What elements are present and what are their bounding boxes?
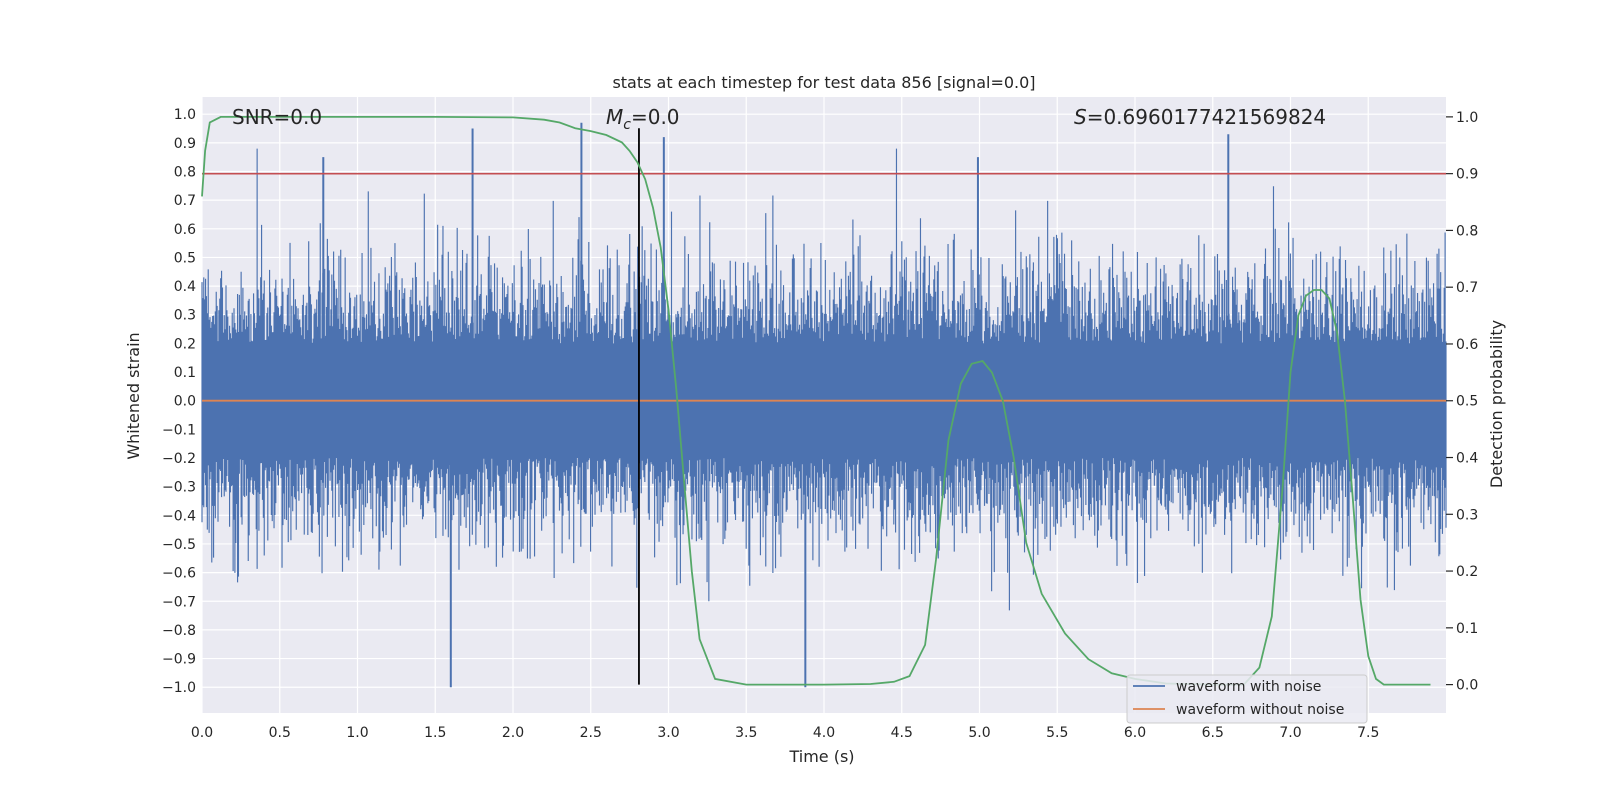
x-tick-label: 7.5 <box>1357 725 1379 741</box>
y2-tick-label: 1.0 <box>1456 110 1478 126</box>
y-tick-label: −0.2 <box>162 451 196 467</box>
y-tick-label: −0.1 <box>162 422 196 438</box>
y-tick-label: 0.4 <box>174 279 196 295</box>
y2-tick-label: 0.0 <box>1456 678 1478 694</box>
y-tick-label: 0.6 <box>174 222 196 238</box>
y2-tick-label: 0.2 <box>1456 564 1478 580</box>
chirp-mass-annotation: Mc=0.0 <box>606 105 680 133</box>
y2-tick-label: 0.7 <box>1456 280 1478 296</box>
y2-tick-label: 0.6 <box>1456 337 1478 353</box>
y-tick-label: −0.6 <box>162 566 196 582</box>
x-tick-label: 0.0 <box>191 725 213 741</box>
x-tick-label: 4.0 <box>813 725 835 741</box>
x-tick-label: 6.0 <box>1124 725 1146 741</box>
x-tick-label: 3.5 <box>735 725 757 741</box>
x-tick-label: 0.5 <box>269 725 291 741</box>
y-tick-label: −1.0 <box>162 680 196 696</box>
y-axis-label: Whitened strain <box>124 332 143 459</box>
y2-tick-label: 0.3 <box>1456 507 1478 523</box>
snr-annotation: SNR=0.0 <box>232 105 322 129</box>
x-tick-label: 5.0 <box>968 725 990 741</box>
legend: waveform with noise waveform without nois… <box>1126 674 1368 724</box>
y-tick-label: 1.0 <box>174 107 196 123</box>
y2-tick-label: 0.8 <box>1456 223 1478 239</box>
x-tick-label: 6.5 <box>1202 725 1224 741</box>
score-annotation: S=0.6960177421569824 <box>1074 105 1326 129</box>
y-tick-label: 0.7 <box>174 193 196 209</box>
x-tick-label: 1.0 <box>346 725 368 741</box>
y-tick-label: 0.5 <box>174 250 196 266</box>
y2-axis-label: Detection probability <box>1487 320 1506 488</box>
x-tick-label: 2.5 <box>580 725 602 741</box>
y2-tick-label: 0.5 <box>1456 394 1478 410</box>
y-tick-label: −0.5 <box>162 537 196 553</box>
x-tick-label: 1.5 <box>424 725 446 741</box>
legend-box <box>1126 674 1368 724</box>
series-detection-probability <box>201 116 1431 686</box>
legend-label: waveform without noise <box>1176 702 1344 718</box>
plot-area: 0.0 0.5 1.0 1.5 2.0 2.5 3.0 3.5 4.0 4.5 5.0 5.5 6.0 6… <box>162 97 1478 741</box>
y-tick-label: −0.8 <box>162 623 196 639</box>
x-tick-label: 5.5 <box>1046 725 1068 741</box>
y-tick-label: −0.7 <box>162 594 196 610</box>
y-tick-label: 0.1 <box>174 365 196 381</box>
y-tick-label: 0.9 <box>174 136 196 152</box>
y-tick-label: 0.8 <box>174 164 196 180</box>
y-tick-label: −0.3 <box>162 480 196 496</box>
chart-title: stats at each timestep for test data 856… <box>612 73 1035 92</box>
y2-tick-label: 0.4 <box>1456 451 1478 467</box>
y2-tick-label: 0.1 <box>1456 621 1478 637</box>
y2-tick-label: 0.9 <box>1456 167 1478 183</box>
x-tick-label: 7.0 <box>1279 725 1301 741</box>
x-tick-label: 4.5 <box>891 725 913 741</box>
y-tick-label: −0.4 <box>162 508 196 524</box>
y-tick-label: 0.0 <box>174 394 196 410</box>
y-tick-label: 0.2 <box>174 336 196 352</box>
y-tick-label: −0.9 <box>162 652 196 668</box>
x-tick-label: 3.0 <box>657 725 679 741</box>
x-axis-label: Time (s) <box>788 747 854 766</box>
x-tick-label: 2.0 <box>502 725 524 741</box>
y-tick-label: 0.3 <box>174 308 196 324</box>
legend-label: waveform with noise <box>1176 679 1321 695</box>
series-waveform-with-noise <box>201 148 1447 611</box>
